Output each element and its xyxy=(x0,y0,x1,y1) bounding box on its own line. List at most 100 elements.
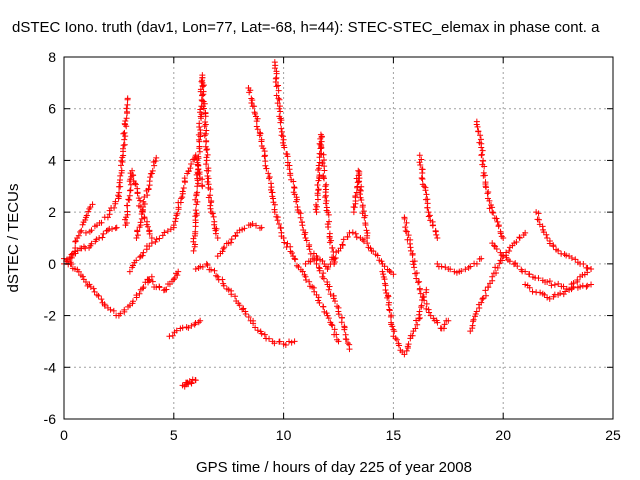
arc16-marker xyxy=(272,79,279,86)
arc16-marker xyxy=(275,87,282,94)
arc15-marker xyxy=(261,153,268,160)
arc11-marker xyxy=(203,138,210,145)
arc22-marker xyxy=(422,187,429,194)
arc05-marker xyxy=(141,215,148,222)
arc25-marker xyxy=(470,316,477,323)
arc16-marker xyxy=(301,231,308,238)
arc05-marker xyxy=(132,180,139,187)
arc17-marker xyxy=(325,224,332,230)
arc14-marker xyxy=(234,229,241,236)
arc21-point xyxy=(416,286,423,293)
arc22-marker xyxy=(429,222,436,229)
arc15-marker xyxy=(251,103,258,110)
arc04-marker xyxy=(124,108,131,115)
arc04-marker xyxy=(121,141,128,148)
arc28-marker xyxy=(550,242,557,249)
series-arc06 xyxy=(133,154,160,241)
arc11-marker xyxy=(209,210,216,217)
arc24-marker xyxy=(494,218,501,225)
arc24-marker xyxy=(490,209,497,216)
arc11-marker xyxy=(203,146,210,153)
arc12-marker xyxy=(178,195,185,202)
arc02-marker xyxy=(121,306,128,313)
arc18-marker xyxy=(349,229,356,236)
arc21-marker xyxy=(421,297,428,304)
arc13-point xyxy=(258,330,265,337)
arc15-marker xyxy=(253,123,260,130)
arc06-marker xyxy=(149,167,156,174)
arc28-marker xyxy=(568,254,575,261)
arc19-marker xyxy=(358,196,365,203)
arc15-marker xyxy=(316,299,323,306)
arc16-marker xyxy=(330,295,337,302)
arc16-marker xyxy=(278,132,285,139)
arc16-marker xyxy=(297,214,304,221)
arc13-marker xyxy=(219,276,226,283)
arc02-marker xyxy=(79,273,86,280)
y-tick-labels: -6 -4 -2 0 2 4 6 8 xyxy=(44,49,57,427)
arc16-point xyxy=(280,136,287,143)
arc20-marker xyxy=(409,332,416,339)
arc21-point xyxy=(427,312,434,319)
arc26-marker xyxy=(493,245,500,252)
arc03-marker xyxy=(77,229,84,236)
arc09-point xyxy=(197,317,204,324)
arc11-marker xyxy=(193,210,200,217)
arc20-marker xyxy=(391,328,398,335)
arc02-marker xyxy=(129,298,136,305)
arc27-marker xyxy=(541,291,548,298)
arc27-marker xyxy=(529,288,536,295)
arc25-marker xyxy=(498,257,505,264)
series-arc04 xyxy=(82,95,131,236)
arc07-marker xyxy=(139,252,146,259)
arc17-marker xyxy=(315,187,322,194)
arc15-marker xyxy=(263,165,270,172)
arc16-point xyxy=(313,260,320,267)
arc17-marker xyxy=(321,175,328,182)
arc11-marker xyxy=(207,205,214,212)
arc01-marker xyxy=(109,225,116,232)
series-arc03 xyxy=(67,201,96,267)
arc27-marker xyxy=(557,290,564,297)
arc12-marker xyxy=(179,194,186,201)
arc15-marker xyxy=(277,225,284,232)
arc24-marker xyxy=(483,184,490,191)
series-arc28 xyxy=(533,209,595,273)
arc08-marker xyxy=(156,284,163,291)
arc11-marker xyxy=(204,146,211,153)
arc28-marker xyxy=(584,264,591,271)
arc05-marker xyxy=(123,214,130,221)
arc18-marker xyxy=(359,236,366,243)
series-arc10 xyxy=(179,376,199,390)
arc13-marker xyxy=(261,331,268,338)
arc15-marker xyxy=(284,240,291,247)
arc12-point xyxy=(199,183,206,190)
arc16-marker xyxy=(280,133,287,140)
arc15-marker xyxy=(266,173,273,180)
arc04-marker xyxy=(117,172,124,179)
arc26-marker xyxy=(526,271,533,278)
arc27-point xyxy=(544,294,551,301)
arc04-marker xyxy=(121,120,128,127)
arc02-marker xyxy=(117,310,124,317)
arc11-marker xyxy=(211,221,218,228)
arc24-marker xyxy=(480,157,487,164)
arc26-point xyxy=(522,268,529,275)
arc15-point xyxy=(335,338,342,345)
arc21-marker xyxy=(402,224,409,231)
arc15-marker xyxy=(274,217,281,224)
arc20-point xyxy=(401,351,408,358)
arc20-point xyxy=(423,286,430,293)
y-tick-label: 0 xyxy=(48,256,56,272)
arc19-point xyxy=(364,235,371,241)
arc25-marker xyxy=(494,264,501,271)
arc12-marker xyxy=(180,185,187,192)
arc11-marker xyxy=(190,235,197,242)
arc16-marker xyxy=(275,95,282,102)
arc15-marker xyxy=(246,89,253,96)
arc04-marker xyxy=(106,207,113,214)
arc24-marker xyxy=(478,152,485,159)
series-arc22 xyxy=(416,152,441,241)
arc05-marker xyxy=(146,230,153,237)
